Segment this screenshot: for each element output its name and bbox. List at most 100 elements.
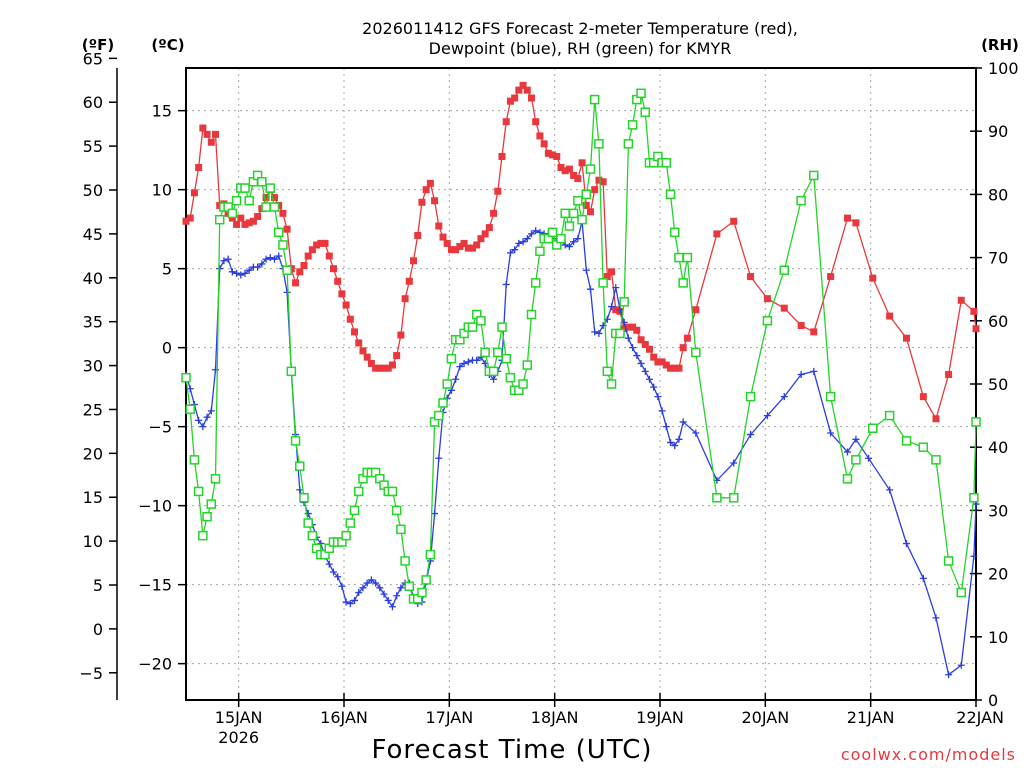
data-point (372, 364, 380, 372)
data-point (591, 186, 599, 194)
data-point (506, 97, 514, 105)
data-point (181, 372, 191, 383)
data-point (650, 383, 658, 391)
data-point (257, 177, 267, 187)
data-point (502, 118, 510, 126)
fahrenheit-unit-label: (ºF) (82, 36, 114, 54)
fahrenheit-tick-label: 0 (93, 620, 103, 639)
data-point (216, 265, 224, 273)
data-point (586, 285, 594, 293)
data-point (303, 518, 313, 528)
data-point (261, 202, 271, 212)
data-point (629, 323, 637, 331)
rh-tick-label: 70 (988, 249, 1008, 268)
data-point (573, 195, 583, 206)
data-point (957, 661, 965, 669)
data-point (214, 214, 225, 225)
data-point (654, 358, 662, 366)
data-point (796, 195, 806, 206)
fahrenheit-tick-label: 50 (83, 181, 103, 200)
celsius-tick-label: 0 (162, 339, 172, 358)
data-point (852, 435, 860, 443)
x-tick-sublabel: 2026 (218, 728, 259, 747)
data-point (425, 549, 436, 560)
data-point (589, 94, 600, 105)
data-point (476, 316, 486, 326)
x-tick-label: 17JAN (425, 708, 473, 727)
data-point (307, 530, 318, 541)
data-point (273, 227, 284, 238)
data-point (780, 304, 788, 312)
data-point (565, 243, 573, 251)
data-point (342, 598, 350, 606)
data-point (919, 574, 927, 582)
data-point (401, 295, 409, 303)
data-point (612, 306, 620, 314)
data-point (506, 249, 514, 257)
data-point (747, 273, 755, 281)
data-point (650, 353, 658, 361)
data-point (387, 486, 398, 497)
celsius-tick-label: −15 (138, 576, 172, 595)
data-point (304, 252, 312, 260)
data-point (667, 438, 675, 446)
data-point (674, 252, 684, 263)
data-point (464, 358, 472, 366)
series-line (185, 84, 977, 421)
data-point (346, 600, 354, 608)
data-point (231, 195, 242, 206)
x-tick-label: 22JAN (956, 708, 1004, 727)
data-point (671, 442, 679, 450)
data-point (249, 217, 257, 225)
rh-tick-label: 20 (988, 565, 1008, 584)
data-point (210, 474, 221, 484)
celsius-tick-label: −20 (138, 655, 172, 674)
data-point (810, 328, 818, 336)
data-point (275, 252, 283, 260)
data-point (691, 347, 701, 358)
data-point (349, 505, 360, 516)
data-point (341, 530, 351, 541)
data-point (353, 486, 364, 497)
rh-tick-label: 90 (988, 122, 1008, 141)
data-point (473, 356, 481, 364)
data-point (488, 366, 499, 377)
fahrenheit-tick-label: 60 (83, 93, 103, 112)
data-point (591, 328, 599, 336)
data-point (842, 474, 853, 484)
data-point (970, 552, 978, 560)
data-point (189, 455, 200, 465)
data-point (827, 273, 835, 281)
data-point (446, 353, 457, 364)
data-point (970, 307, 978, 315)
data-point (637, 359, 645, 367)
x-tick-label: 21JAN (847, 708, 895, 727)
data-point (919, 393, 927, 401)
data-point (228, 268, 236, 276)
data-point (338, 290, 346, 298)
data-point (608, 303, 616, 311)
x-tick-label: 16JAN (320, 708, 368, 727)
rh-unit-label: (RH) (981, 36, 1019, 54)
fahrenheit-tick-label: 25 (83, 400, 103, 419)
data-point (290, 436, 301, 446)
data-point (661, 158, 672, 168)
data-point (321, 239, 329, 247)
data-point (300, 262, 308, 269)
data-point (245, 219, 253, 227)
data-point (884, 410, 895, 421)
data-point (526, 309, 537, 320)
rh-tick-label: 60 (988, 312, 1008, 331)
data-point (270, 194, 278, 202)
tick-labels: 65605550454035302520151050−5151050−5−10−… (79, 49, 1018, 747)
data-point (397, 584, 405, 592)
data-point (678, 278, 688, 288)
data-point (202, 511, 212, 522)
data-point (296, 268, 304, 276)
data-point (662, 423, 670, 431)
data-point (384, 364, 392, 372)
data-point (485, 224, 493, 232)
data-point (502, 280, 510, 288)
data-point (957, 296, 965, 304)
data-point (633, 352, 641, 360)
